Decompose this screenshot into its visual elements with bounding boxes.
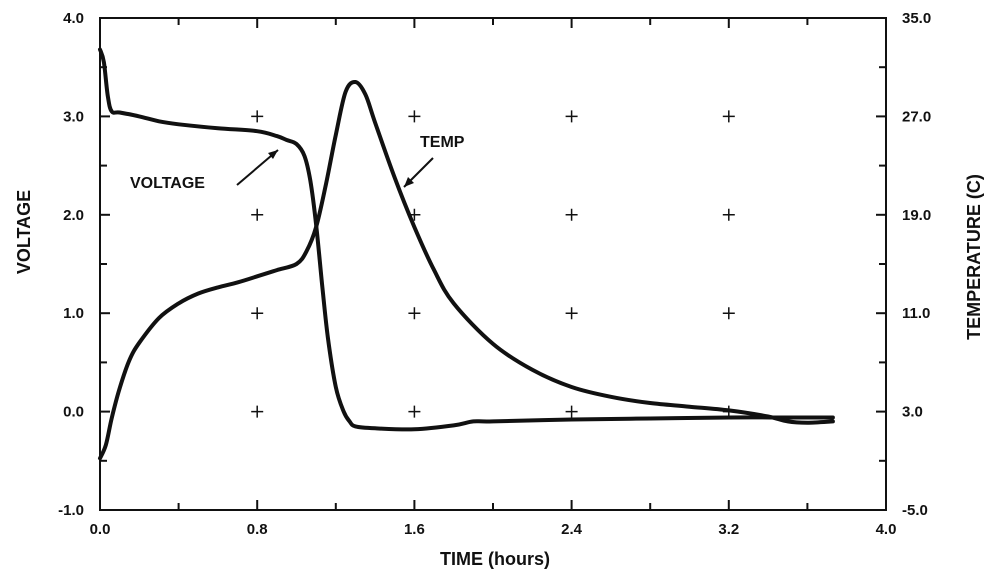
y-axis-title-right: TEMPERATURE (C) xyxy=(964,174,984,340)
grid-plus-marker xyxy=(722,208,735,221)
series-line-voltage xyxy=(98,47,835,432)
y-right-tick-label: 19.0 xyxy=(902,207,931,224)
x-tick-label: 1.6 xyxy=(404,521,425,538)
grid-plus-marker xyxy=(251,405,264,418)
grid-plus-marker xyxy=(251,208,264,221)
x-axis-title: TIME (hours) xyxy=(440,549,550,569)
x-tick-label: 3.2 xyxy=(718,521,739,538)
y-left-tick-label: -1.0 xyxy=(58,502,84,519)
grid-plus-marker xyxy=(565,405,578,418)
grid-plus-marker xyxy=(565,208,578,221)
y-right-tick-label: 35.0 xyxy=(902,10,931,27)
x-tick-label: 4.0 xyxy=(876,521,897,538)
voltage-annotation: VOLTAGE xyxy=(130,149,279,192)
y-left-tick-label: 3.0 xyxy=(63,108,84,125)
grid-plus-marker xyxy=(722,110,735,123)
grid-plus-marker xyxy=(251,307,264,320)
y-right-tick-label: 27.0 xyxy=(902,108,931,125)
x-tick-label: 0.0 xyxy=(90,521,111,538)
temp-annotation-arrowhead xyxy=(404,177,414,187)
y-left-tick-label: 1.0 xyxy=(63,305,84,322)
y-right-tick-label: -5.0 xyxy=(902,502,928,519)
grid-plus-marker xyxy=(251,110,264,123)
y-left-tick-label: 0.0 xyxy=(63,404,84,421)
grid-plus-marker xyxy=(408,307,421,320)
grid-plus-marker xyxy=(408,110,421,123)
series-lines xyxy=(98,47,835,461)
grid-plus-marker xyxy=(722,307,735,320)
y-left-tick-label: 4.0 xyxy=(63,10,84,27)
y-right-tick-label: 3.0 xyxy=(902,404,923,421)
voltage-annotation-arrowhead xyxy=(268,150,278,159)
plot-frame xyxy=(99,17,887,511)
x-tick-label: 0.8 xyxy=(247,521,268,538)
y-left-tick-label: 2.0 xyxy=(63,207,84,224)
voltage-annotation-label: VOLTAGE xyxy=(130,175,205,192)
y-axis-title-left: VOLTAGE xyxy=(14,190,34,274)
temp-annotation-label: TEMP xyxy=(420,134,465,151)
x-tick-label: 2.4 xyxy=(561,521,583,538)
grid-markers xyxy=(251,110,735,418)
grid-plus-marker xyxy=(408,405,421,418)
y-right-tick-label: 11.0 xyxy=(902,305,930,322)
grid-plus-marker xyxy=(565,307,578,320)
temp-annotation: TEMP xyxy=(403,134,465,188)
grid-plus-marker xyxy=(565,110,578,123)
series-line-temp xyxy=(98,79,835,461)
tick-labels: 0.0 0.8 1.6 2.4 3.2 4.0 -1.0 0.0 1.0 2.0 3.0 4.0 -5.… xyxy=(58,10,931,538)
axis-ticks xyxy=(99,17,887,511)
